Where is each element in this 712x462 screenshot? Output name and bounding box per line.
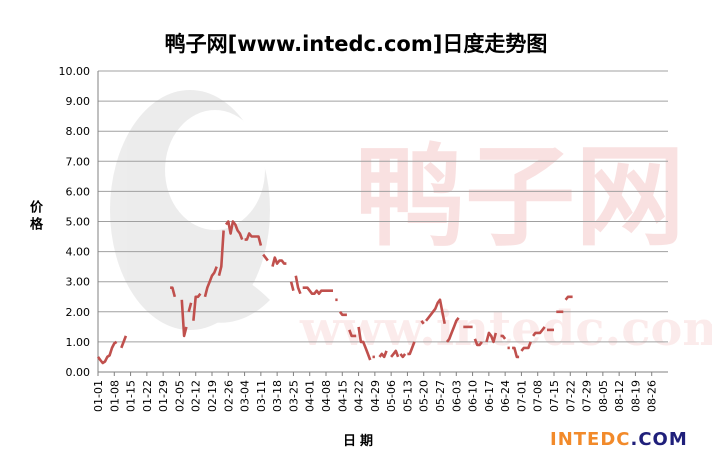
x-tick-label: 06-10 [467,380,480,412]
series-line-segment [357,326,372,361]
series-line-segment [520,341,532,352]
series-line-segment [187,302,193,313]
series-line-segment [203,266,218,298]
x-tick-label: 07-08 [532,380,545,412]
svg-text:www.intedc.com: www.intedc.com [299,301,712,357]
svg-text:鸭子网: 鸭子网 [355,132,685,261]
x-tick-label: 04-08 [320,380,333,412]
y-tick-label: 2.00 [66,306,91,319]
watermark-logo [110,90,270,330]
series-line-segment [485,331,498,344]
series-line-segment [445,317,460,343]
x-tick-label: 04-22 [353,380,366,412]
series-line-segment [473,338,483,347]
x-tick-label: 02-19 [206,380,219,412]
series-line-segment [289,281,295,292]
series-line-segment [420,320,425,325]
x-tick-label: 05-06 [385,380,398,412]
series-line-segment [532,326,546,337]
x-tick-label: 08-19 [629,380,642,412]
x-tick-label: 07-01 [515,380,528,412]
x-tick-label: 05-13 [401,380,414,412]
x-tick-label: 01-29 [157,380,170,412]
series-line-segment [262,253,269,262]
x-tick-label: 03-18 [271,380,284,412]
series-line-segment [224,220,244,241]
series-line-segment [338,311,347,317]
y-gridlines [97,70,668,373]
x-tick-label: 04-15 [336,380,349,412]
x-tick-label: 02-26 [222,380,235,412]
brand-part1: INTEDC [550,429,631,450]
y-tick-label: 5.00 [66,216,91,229]
y-tick-label: 9.00 [66,95,91,108]
watermark-text: 鸭子网 [355,132,685,261]
x-tick-label: 03-11 [255,380,268,412]
x-tick-label: 03-04 [239,380,252,412]
x-tick-label: 07-15 [548,380,561,412]
price-series [96,220,573,365]
x-tick-label: 06-17 [483,380,496,412]
series-line-segment [424,298,446,325]
y-tick-labels: 0.00 1.00 2.00 3.00 4.00 5.00 6.00 7.00 8.00 9.00… [59,65,91,379]
y-tick-label: 6.00 [66,185,91,198]
brand-watermark: INTEDC.COM [550,429,688,450]
series-line-segment [500,334,507,340]
series-line-segment [390,349,400,358]
series-line-segment [120,335,128,349]
y-tick-label: 8.00 [66,125,91,138]
x-tick-label: 03-25 [287,380,300,412]
x-tick-label: 07-29 [581,380,594,412]
series-line-segment [96,340,118,365]
y-tick-label: 1.00 [66,336,91,349]
series-line-segment [170,286,177,298]
series-line-segment [407,341,416,356]
y-tick-label: 0.00 [66,366,91,379]
x-tick-label: 05-20 [418,380,431,412]
x-tick-label: 01-01 [92,380,105,412]
series-line-segment [271,256,287,267]
series-line-segment [192,292,202,321]
x-tick-label: 08-12 [613,380,626,412]
y-tick-label: 7.00 [66,155,91,168]
y-tick-label: 3.00 [66,276,91,289]
series-line-segment [378,350,388,359]
chart-title: 鸭子网[www.intedc.com]日度走势图 [164,32,548,56]
y-tick-label: 10.00 [59,65,91,78]
watermark-url: www.intedc.com [299,301,712,357]
series-line-segment [399,353,407,359]
x-tick-label: 01-15 [125,380,138,412]
series-line-segment [180,299,188,338]
series-line-segment [302,286,333,296]
series-line-segment [512,346,520,359]
x-tick-label: 01-22 [141,380,154,412]
x-tick-label: 08-05 [597,380,610,412]
x-tick-label: 05-27 [434,380,447,412]
x-tick-label: 08-26 [646,380,659,412]
series-line-segment [348,329,357,338]
x-tick-label: 04-29 [369,380,382,412]
x-tick-label: 07-22 [564,380,577,412]
series-line-segment [294,275,302,295]
series-line-segment [217,230,225,277]
x-tick-label: 06-03 [450,380,463,412]
x-tick-label: 02-05 [173,380,186,412]
x-tick-label: 06-24 [499,380,512,412]
x-tick-labels: 01-01 01-08 01-15 01-22 01-29 02-05 02-12 02-19… [92,372,659,412]
x-tick-label: 02-12 [190,380,203,412]
x-tick-label: 01-08 [108,380,121,412]
y-tick-label: 4.00 [66,246,91,259]
brand-part2: .COM [630,429,688,450]
series-line-segment [564,295,573,301]
y-axis-label: 价格 [27,200,42,234]
series-line-segment [244,232,263,246]
x-axis-label: 日期 [342,434,377,449]
x-tick-label: 04-01 [304,380,317,412]
